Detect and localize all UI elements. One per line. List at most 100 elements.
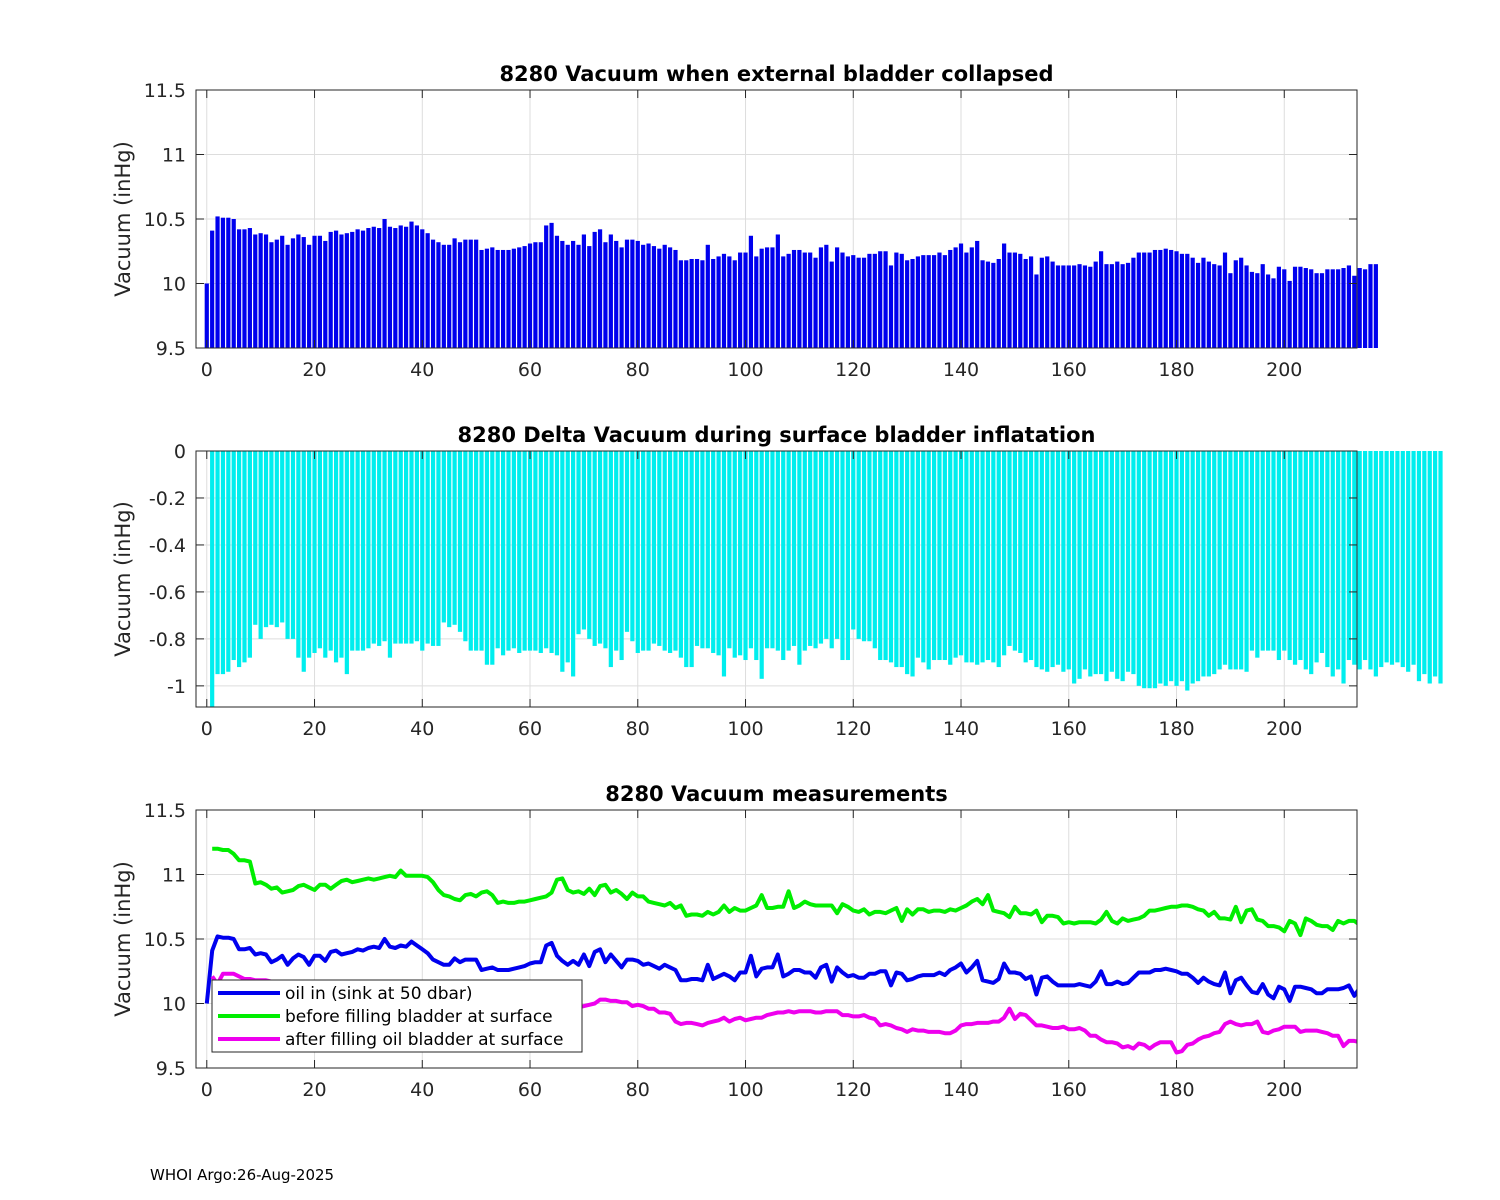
bar <box>635 451 640 653</box>
bar <box>1195 262 1201 348</box>
bar <box>921 451 926 663</box>
bar <box>856 257 861 348</box>
x-tick-label: 20 <box>302 718 326 740</box>
bar <box>1341 268 1346 348</box>
x-tick-label: 20 <box>302 1079 326 1101</box>
bar <box>592 451 597 646</box>
bar <box>840 451 845 661</box>
bar <box>1266 451 1271 651</box>
bar <box>797 451 802 665</box>
bar <box>1115 261 1120 348</box>
bar <box>1325 269 1330 348</box>
bar <box>1039 451 1044 670</box>
bar <box>1174 251 1179 348</box>
bar <box>393 228 398 348</box>
y-tick-label: -0.8 <box>149 629 186 651</box>
bar <box>544 225 549 348</box>
bar <box>996 258 1001 348</box>
x-tick-label: 140 <box>943 1079 979 1101</box>
bar <box>371 226 376 348</box>
bar <box>1131 257 1136 348</box>
bar <box>1152 451 1158 689</box>
bar <box>1222 451 1228 665</box>
bar <box>894 252 899 348</box>
bar <box>861 257 867 348</box>
bar <box>764 451 770 649</box>
bar <box>1066 265 1071 348</box>
bar <box>253 234 258 348</box>
bar <box>791 249 797 348</box>
bar <box>813 451 818 649</box>
bar <box>1368 264 1373 348</box>
bar <box>931 451 937 661</box>
bar <box>1406 451 1411 672</box>
x-tick-label: 0 <box>201 359 213 381</box>
bar <box>905 260 910 348</box>
bar <box>1212 264 1217 348</box>
bar <box>323 240 328 348</box>
bar <box>942 255 947 348</box>
bar <box>781 451 786 661</box>
bar <box>808 252 813 348</box>
bar <box>802 451 807 651</box>
bar <box>430 239 436 348</box>
bar <box>786 451 791 651</box>
bar <box>948 249 953 348</box>
bar <box>1368 451 1373 670</box>
bar <box>468 451 473 651</box>
bar <box>274 239 279 348</box>
legend-label: before filling bladder at surface <box>285 1007 553 1027</box>
bar <box>231 451 236 661</box>
bar <box>705 451 710 649</box>
bar <box>1201 257 1206 348</box>
bar <box>317 235 323 348</box>
bar <box>414 225 419 348</box>
x-tick-label: 120 <box>835 359 871 381</box>
bar <box>307 244 312 348</box>
bar <box>948 451 953 665</box>
bar <box>1077 451 1082 679</box>
x-tick-label: 160 <box>1051 718 1087 740</box>
bar <box>1373 264 1378 348</box>
bar <box>441 451 446 623</box>
y-tick-label: -0.6 <box>149 582 186 604</box>
bar <box>549 451 554 653</box>
bar <box>727 451 732 649</box>
bar <box>1163 248 1168 348</box>
bar <box>985 261 991 348</box>
bar <box>1072 265 1077 348</box>
y-tick-label: 10.5 <box>144 929 186 951</box>
y-tick-label: 11 <box>162 865 186 887</box>
bar <box>1346 265 1352 348</box>
chart-title: 8280 Delta Vacuum during surface bladder… <box>458 423 1096 447</box>
bar <box>312 451 317 653</box>
bar <box>457 242 463 348</box>
bar <box>1336 451 1341 670</box>
bar <box>937 451 942 661</box>
bar <box>1002 243 1007 348</box>
bar <box>533 242 538 348</box>
bar <box>1400 451 1405 668</box>
bar <box>522 451 527 651</box>
bar <box>931 255 937 348</box>
bar <box>517 451 522 653</box>
x-tick-label: 160 <box>1051 359 1087 381</box>
bar <box>705 244 710 348</box>
x-tick-label: 120 <box>835 1079 871 1101</box>
bar <box>393 451 398 644</box>
y-tick-label: -0.4 <box>149 535 186 557</box>
x-tick-label: 60 <box>518 718 542 740</box>
bar <box>479 249 484 348</box>
bar <box>1411 451 1416 665</box>
x-tick-label: 160 <box>1051 1079 1087 1101</box>
bar <box>210 451 215 707</box>
bar <box>441 244 446 348</box>
bar <box>619 451 624 661</box>
bar <box>301 237 306 348</box>
x-tick-label: 100 <box>727 359 763 381</box>
bar <box>220 451 226 675</box>
bar <box>888 265 894 348</box>
bar <box>646 243 651 348</box>
bar <box>603 242 608 348</box>
bar <box>700 451 705 649</box>
